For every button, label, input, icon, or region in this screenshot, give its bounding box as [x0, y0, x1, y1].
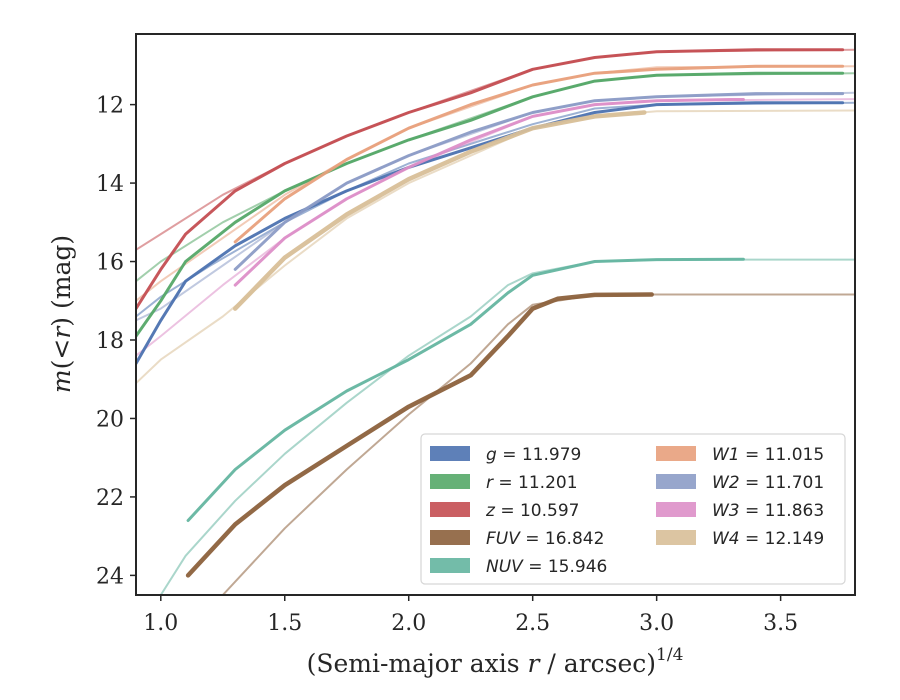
legend-entry-g: g = 11.979: [486, 445, 581, 465]
x-axis-label: (Semi-major axis r / arcsec)1/4: [307, 645, 684, 678]
series-w3-extrapolated-line: [136, 98, 855, 357]
legend-swatch-fuv: [430, 530, 470, 545]
series-z-line: [136, 48, 845, 311]
series-g-extrapolated-line: [136, 101, 855, 318]
series-nuv-line: [186, 257, 745, 522]
y-tick-label: 18: [96, 329, 124, 354]
series-w1-line: [233, 64, 845, 244]
y-tick-label: 20: [96, 407, 124, 432]
y-tick-label: 16: [96, 251, 124, 276]
legend-swatch-z: [430, 502, 470, 517]
x-tick-label: 3.5: [763, 611, 798, 636]
y-tick-label: 24: [96, 564, 124, 589]
axis-ticks: 1.0 1.5 2.0 2.5 3.0 3.5 12 14 16 18 20 22 24: [96, 94, 798, 636]
legend-swatch-w4: [656, 530, 696, 545]
y-tick-label: 22: [96, 486, 124, 511]
x-tick-label: 3.0: [639, 611, 674, 636]
series-w2-line: [233, 92, 845, 271]
legend-entry-w3: W3 = 11.863: [712, 501, 824, 521]
legend-entry-w1: W1 = 11.015: [712, 445, 824, 465]
legend-entry-fuv: FUV = 16.842: [486, 529, 604, 549]
legend-swatch-nuv: [430, 558, 470, 573]
legend-swatch-w1: [656, 446, 696, 461]
plot-frame: [135, 33, 856, 596]
x-tick-label: 2.5: [515, 611, 550, 636]
series-layer: [136, 48, 855, 595]
legend-entry-w4: W4 = 12.149: [712, 529, 824, 549]
series-fuv-line: [185, 292, 654, 578]
y-tick-label: 14: [96, 172, 124, 197]
x-tick-label: 1.0: [143, 611, 178, 636]
legend-swatch-g: [430, 446, 470, 461]
series-g-line: [136, 101, 845, 365]
series-w4-line: [232, 110, 647, 311]
legend-entry-w2: W2 = 11.701: [712, 473, 824, 493]
x-tick-label: 1.5: [267, 611, 302, 636]
y-axis-label: m(<r) (mag): [47, 235, 76, 393]
series-w3-line: [233, 98, 745, 287]
legend-swatch-r: [430, 474, 470, 489]
x-tick-label: 2.0: [391, 611, 426, 636]
legend-swatch-w3: [656, 502, 696, 517]
legend-entry-nuv: NUV = 15.946: [486, 557, 607, 577]
series-w2-extrapolated-line: [136, 91, 855, 322]
legend-swatch-w2: [656, 474, 696, 489]
legend-entry-z: z = 10.597: [485, 501, 579, 521]
legend: g = 11.979 r = 11.201 z = 10.597 FUV = 16.8…: [420, 433, 846, 585]
series-z-extrapolated-line: [136, 48, 855, 251]
y-tick-label: 12: [96, 94, 124, 119]
legend-entry-r: r = 11.201: [486, 473, 578, 493]
legend-box: [420, 433, 846, 585]
series-r-line: [136, 71, 845, 338]
